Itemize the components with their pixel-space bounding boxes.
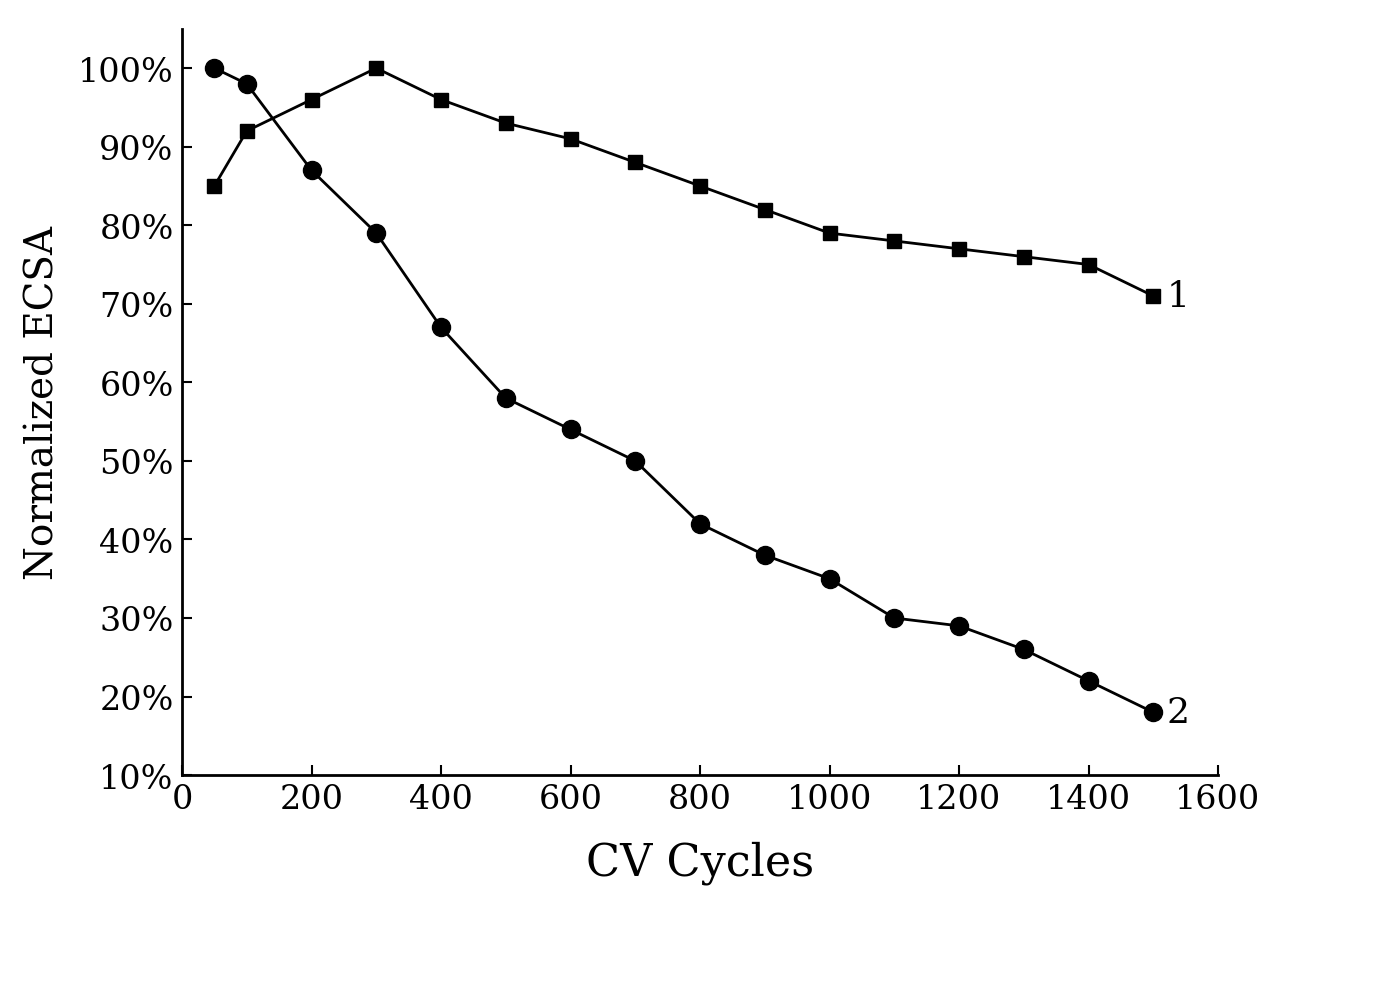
Text: 1: 1: [1166, 279, 1189, 314]
Text: 2: 2: [1166, 696, 1189, 730]
Y-axis label: Normalized ECSA: Normalized ECSA: [24, 226, 62, 580]
X-axis label: CV Cycles: CV Cycles: [587, 841, 813, 885]
